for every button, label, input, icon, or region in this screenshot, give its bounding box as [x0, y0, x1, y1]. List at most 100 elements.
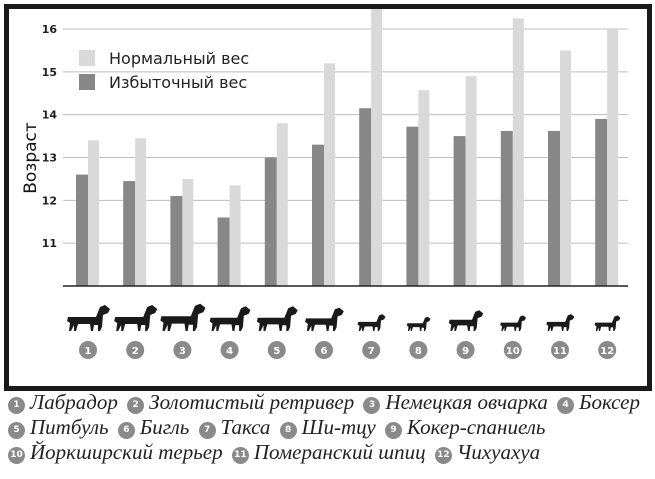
breed-name: Померанский шпиц	[253, 440, 426, 464]
y-tick-label: 16	[42, 23, 58, 36]
breed-number-badge: 4	[220, 341, 239, 359]
dog-shape	[256, 306, 298, 331]
breed-name: Йоркширский терьер	[30, 440, 223, 464]
bar-overweight-10	[500, 130, 513, 286]
bar-overweight-3	[170, 196, 183, 286]
breed-legend-item: 7 Такса	[198, 415, 271, 439]
breed-legend-item: 11 Померанский шпиц	[231, 440, 426, 464]
bar-normal-9	[465, 76, 477, 286]
bar-overweight-1	[76, 174, 88, 286]
breed-legend-item: 8 Ши-тцу	[279, 415, 376, 439]
dog-shape	[406, 316, 431, 331]
badge-circle	[551, 341, 569, 359]
bar-normal-8	[418, 90, 430, 286]
dog-shape	[594, 315, 621, 331]
bar-normal-10	[512, 18, 524, 287]
bar-normal-6	[324, 63, 335, 287]
breed-legend: 1 Лабрадор 2 Золотистый ретривер 3 Немецкая…	[8, 390, 655, 465]
badge-number: 5	[273, 346, 280, 357]
breed-name: Ши-тцу	[301, 415, 376, 439]
dog-shape	[305, 307, 344, 331]
breed-number-badge: 7	[198, 422, 216, 439]
dog-silhouette-icon	[67, 305, 110, 331]
badge-number: 11	[553, 346, 567, 357]
badge-circle	[598, 341, 617, 359]
breed-legend-item: 9 Кокер-спаниель	[384, 415, 546, 439]
dog-silhouette-icon	[256, 306, 298, 331]
breed-name: Немецкая овчарка	[385, 390, 548, 414]
bar-overweight-6	[312, 144, 324, 286]
y-tick-label: 14	[42, 109, 58, 122]
badge-circle	[267, 341, 286, 359]
breed-number-badge: 6	[117, 422, 135, 439]
breed-legend-item: 6 Бигль	[117, 415, 190, 439]
y-tick-label: 11	[42, 237, 57, 250]
breed-legend-item: 1 Лабрадор	[8, 390, 118, 414]
bar-overweight-5	[264, 157, 277, 286]
badge-number: 7	[368, 346, 375, 357]
badge-number: 6	[321, 346, 328, 357]
bar-normal-11	[560, 50, 571, 286]
legend-swatch	[79, 50, 95, 66]
bar-overweight-9	[453, 136, 466, 286]
breed-legend-item: 4 Боксер	[557, 390, 640, 414]
badge-circle	[503, 341, 522, 359]
breed-number-badge: 1	[8, 397, 25, 414]
bar-normal-3	[182, 178, 194, 286]
badge-circle	[173, 341, 192, 359]
dog-silhouette-icon	[209, 306, 251, 331]
breed-name: Кокер-спаниель	[406, 415, 546, 439]
y-tick-label: 13	[42, 152, 57, 165]
chart-frame	[4, 4, 652, 391]
bar-normal-7	[371, 9, 383, 286]
y-axis-label: Возраст	[21, 122, 41, 194]
badge-number: 4	[226, 346, 233, 357]
badge-number: 2	[132, 346, 139, 357]
breed-number-badge: 11	[231, 447, 249, 464]
badge-number: 10	[506, 346, 520, 357]
dog-silhouette-icon	[500, 315, 526, 331]
breed-legend-item: 5 Питбуль	[8, 415, 109, 439]
breed-name: Лабрадор	[30, 390, 118, 414]
breed-number-badge: 10	[503, 341, 522, 359]
dog-shape	[500, 315, 526, 331]
badge-circle	[409, 341, 428, 359]
breed-legend-item: 12 Чихуахуа	[434, 440, 541, 464]
bar-overweight-4	[217, 217, 230, 286]
breed-number-badge: 7	[362, 341, 381, 359]
badge-circle	[362, 341, 381, 359]
dog-silhouette-icon	[305, 307, 344, 331]
badge-number: 9	[462, 346, 469, 357]
legend-label: Избыточный вес	[109, 73, 247, 92]
bar-overweight-2	[123, 181, 136, 286]
breed-name: Золотистый ретривер	[149, 390, 355, 414]
breed-number-badge: 11	[551, 341, 569, 359]
badge-number: 1	[85, 346, 92, 357]
dog-shape	[209, 306, 251, 331]
breed-number-badge: 4	[557, 397, 575, 414]
y-tick-label: 15	[42, 66, 57, 79]
badge-circle	[456, 341, 475, 359]
badge-number: 12	[600, 346, 614, 357]
dog-shape	[67, 305, 110, 331]
breed-name: Такса	[220, 415, 271, 439]
dog-shape	[546, 314, 575, 331]
breed-name: Питбуль	[30, 415, 109, 439]
badge-circle	[79, 341, 97, 359]
dog-shape	[160, 303, 206, 331]
dog-shape	[448, 310, 484, 331]
bar-normal-4	[229, 185, 241, 286]
breed-name: Бигль	[139, 415, 190, 439]
badge-circle	[315, 341, 333, 359]
legend-swatch	[79, 74, 95, 90]
breed-number-badge: 12	[434, 447, 452, 464]
breed-number-badge: 6	[315, 341, 333, 359]
dog-silhouette-icon	[546, 314, 575, 331]
breed-legend-item: 10 Йоркширский терьер	[8, 440, 223, 464]
dog-silhouette-icon	[448, 310, 484, 331]
bar-normal-1	[88, 140, 99, 286]
y-tick-label: 12	[42, 194, 57, 207]
breed-legend-item: 3 Немецкая овчарка	[363, 390, 548, 414]
badge-circle	[220, 341, 239, 359]
breed-name: Чихуахуа	[456, 440, 541, 464]
